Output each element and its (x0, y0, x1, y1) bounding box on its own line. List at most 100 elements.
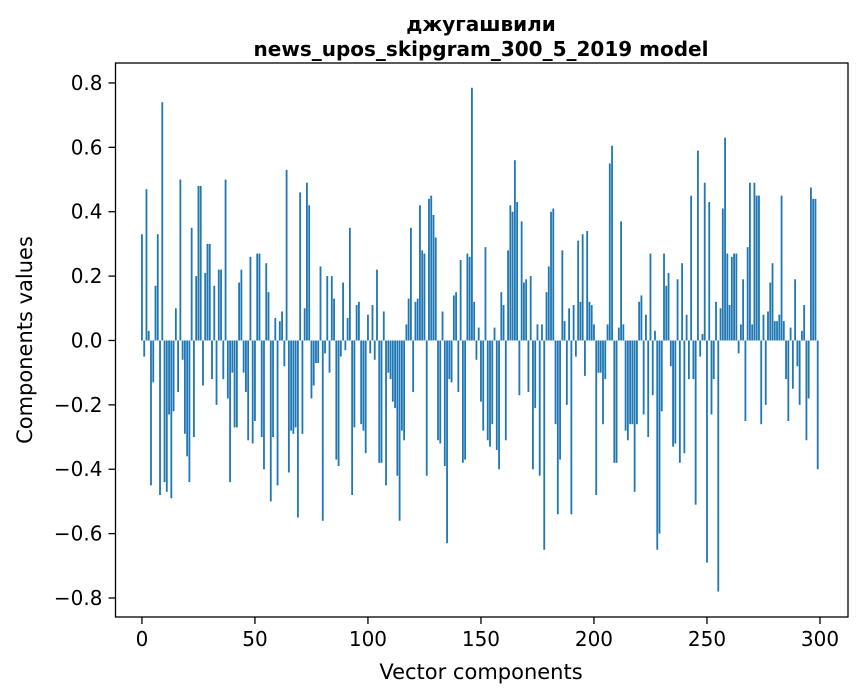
bar (739, 324, 742, 341)
bar (640, 295, 643, 341)
chart-title-line1: джугашвили (406, 12, 556, 36)
bar (355, 305, 358, 341)
bar (579, 301, 582, 341)
bar (681, 263, 684, 341)
bar (482, 340, 485, 431)
bar (428, 198, 430, 341)
bar (715, 301, 717, 341)
bar (647, 340, 650, 438)
bar (534, 340, 537, 409)
bar (222, 340, 225, 380)
bar (163, 340, 166, 483)
bar (292, 340, 295, 434)
bar (141, 234, 143, 341)
bar (595, 340, 598, 495)
x-axis-label: Vector components (379, 660, 582, 684)
bar (733, 253, 735, 341)
bar (281, 311, 283, 341)
bar (321, 340, 324, 521)
bar (183, 340, 186, 434)
bar (721, 208, 724, 341)
bar (523, 282, 525, 341)
bar (532, 340, 534, 470)
bar (518, 340, 521, 396)
bar (448, 340, 451, 380)
bar (805, 340, 808, 441)
bar (626, 340, 629, 441)
bar (260, 340, 263, 438)
bar (678, 340, 681, 463)
bar (633, 340, 636, 492)
bar (669, 340, 672, 367)
bar (229, 340, 231, 483)
bar (541, 324, 543, 341)
bar (672, 340, 674, 447)
bar (455, 292, 457, 341)
bar (242, 340, 245, 373)
bar (258, 253, 261, 341)
bar (278, 321, 281, 341)
bar (767, 311, 769, 341)
bar (667, 272, 670, 341)
bar (791, 340, 794, 389)
bar (457, 340, 460, 392)
bar (663, 253, 665, 341)
bar (396, 340, 399, 476)
bar (274, 317, 277, 341)
bar (495, 340, 498, 450)
bar (599, 340, 602, 373)
bar (398, 340, 401, 521)
bar (285, 169, 288, 341)
bar (649, 253, 652, 341)
bar (513, 160, 516, 341)
bar (324, 340, 326, 354)
bar (272, 340, 274, 438)
bar (143, 340, 146, 357)
bar (296, 340, 299, 518)
bar (156, 234, 159, 341)
bar (186, 340, 189, 457)
bar (749, 182, 751, 341)
bar (737, 340, 740, 354)
bar (437, 340, 439, 441)
bar (283, 340, 286, 367)
bar (658, 340, 661, 534)
bar (685, 314, 688, 341)
bar (199, 185, 202, 341)
bar (631, 340, 634, 425)
x-tick-label: 150 (462, 627, 500, 651)
x-tick-label: 100 (349, 627, 387, 651)
bar (287, 340, 290, 473)
bar (466, 253, 469, 341)
bar (807, 340, 810, 399)
bar (387, 340, 390, 373)
y-axis-label: Components values (13, 236, 37, 444)
bar (577, 240, 580, 341)
bar (753, 182, 756, 341)
x-tick-label: 0 (136, 627, 149, 651)
bar (306, 182, 308, 341)
bar (656, 340, 659, 550)
bar (299, 192, 302, 341)
bar (430, 195, 433, 341)
bar (706, 340, 708, 563)
y-tick-label: −0.8 (54, 586, 103, 610)
bar (638, 301, 641, 341)
bar (161, 102, 164, 341)
y-tick-label: 0.6 (71, 135, 103, 159)
bar (400, 340, 403, 431)
bar (412, 340, 415, 392)
bar (319, 266, 322, 341)
y-tick-label: 0.2 (71, 264, 103, 288)
bar (719, 308, 722, 341)
bar (303, 308, 306, 341)
bar (165, 340, 168, 492)
bar (584, 340, 586, 376)
bar (687, 340, 690, 380)
bar (545, 292, 548, 341)
bar (769, 282, 772, 341)
bar (597, 340, 600, 373)
bar (717, 340, 720, 592)
